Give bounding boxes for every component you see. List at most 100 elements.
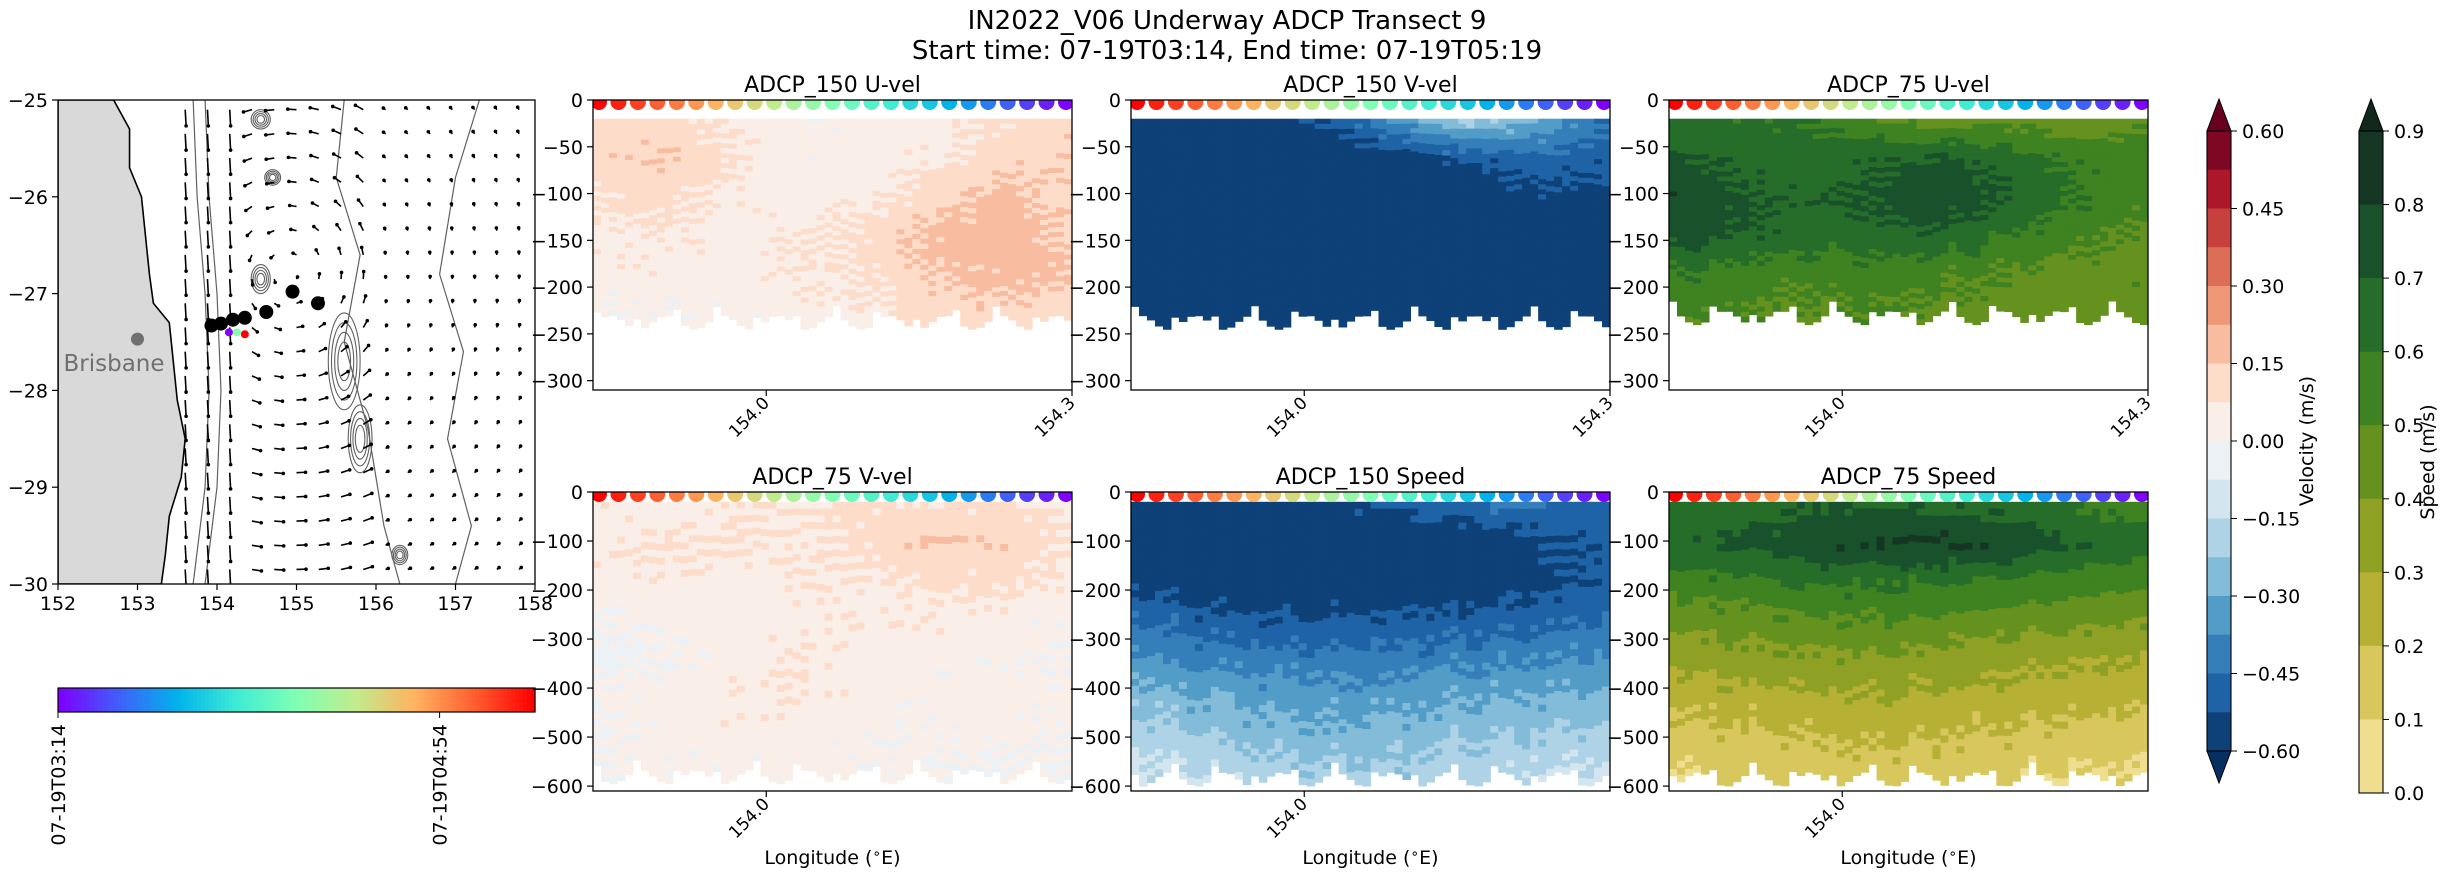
adcp150-uvel-cell	[968, 308, 977, 314]
adcp150-uvel-cell	[648, 149, 658, 155]
adcp150-vvel-cell	[1418, 217, 1427, 223]
adcp150-vvel-cell	[1410, 188, 1419, 195]
adcp150-vvel-cell	[1258, 259, 1268, 266]
adcp150-vvel-cell	[1410, 277, 1419, 284]
adcp150-uvel-cell	[744, 202, 754, 209]
adcp150-vvel-cell	[1458, 290, 1467, 297]
adcp150-uvel-cell	[608, 167, 618, 174]
map-current-arrow-head	[386, 493, 390, 498]
adcp150-vvel-cell	[1402, 174, 1412, 180]
adcp150-vvel-cell	[1250, 244, 1260, 251]
adcp150-vvel-cell	[1178, 174, 1188, 181]
adcp150-vvel-cell	[1194, 167, 1204, 174]
adcp150-uvel-cell	[912, 314, 921, 320]
adcp150-uvel-cell	[1016, 300, 1025, 306]
adcp150-uvel-cell	[728, 244, 738, 250]
adcp150-uvel-cell	[1032, 173, 1041, 179]
adcp150-uvel-cell	[593, 196, 602, 202]
map-current-arrow-head	[330, 104, 335, 109]
adcp150-uvel-cell	[880, 262, 889, 268]
adcp150-uvel-cell	[824, 118, 834, 125]
adcp150-uvel-cell	[1040, 219, 1049, 226]
adcp150-vvel-cell	[1402, 189, 1412, 196]
adcp150-vvel-cell	[1346, 133, 1356, 140]
adcp150-uvel-cell	[744, 313, 754, 320]
adcp150-vvel-cell	[1131, 128, 1140, 134]
adcp150-uvel-cell	[736, 191, 746, 197]
adcp150-vvel-cell	[1266, 305, 1276, 312]
adcp150-vvel-cell	[1330, 138, 1340, 145]
adcp150-uvel-cell	[1064, 244, 1072, 251]
adcp150-vvel-cell	[1434, 134, 1443, 141]
adcp150-uvel-cell	[744, 308, 754, 314]
map-current-arrow-head	[184, 196, 188, 201]
adcp150-uvel-cell	[752, 173, 762, 179]
map-current-arrow	[206, 448, 210, 465]
map-current-arrow-head	[258, 401, 262, 405]
adcp150-uvel-cell	[920, 222, 929, 229]
adcp150-uvel-cell	[1040, 235, 1049, 241]
adcp150-vvel-cell	[1378, 264, 1388, 270]
adcp150-uvel-cell	[760, 149, 770, 155]
adcp150-uvel-cell	[992, 146, 1001, 153]
map-current-arrow-head	[302, 373, 307, 377]
adcp150-vvel-cell	[1466, 261, 1475, 268]
adcp150-uvel-cell	[1032, 222, 1041, 229]
adcp150-uvel-cell	[888, 187, 897, 194]
map-current-arrow-head	[309, 153, 313, 158]
adcp150-vvel-cell	[1434, 144, 1443, 151]
adcp150-vvel-cell	[1234, 128, 1244, 135]
adcp150-vvel-cell	[1298, 207, 1308, 214]
adcp150-vvel-cell	[1266, 217, 1276, 224]
adcp150-vvel-cell	[1418, 256, 1427, 263]
adcp150-uvel-cell	[704, 184, 714, 191]
adcp150-vvel-cell	[1210, 197, 1220, 204]
adcp150-uvel-cell	[688, 271, 698, 278]
map-current-arrow-head	[184, 511, 188, 515]
adcp150-uvel-cell	[800, 244, 810, 251]
adcp150-vvel-cell	[1194, 118, 1204, 125]
adcp150-uvel-cell	[696, 306, 706, 313]
adcp150-vvel-cell	[1234, 225, 1244, 231]
adcp150-uvel-cell	[656, 163, 666, 169]
adcp150-uvel-cell	[952, 190, 961, 196]
adcp150-vvel-cell	[1202, 314, 1212, 321]
adcp150-uvel-cell	[816, 276, 826, 282]
adcp150-uvel-cell	[992, 128, 1001, 134]
adcp150-vvel-cell	[1306, 261, 1316, 268]
adcp150-vvel-cell	[1450, 133, 1459, 140]
adcp150-uvel-cell	[888, 310, 897, 317]
adcp150-uvel-cell	[640, 233, 650, 240]
adcp150-uvel-cell	[720, 295, 730, 302]
map-current-arrow-head	[495, 322, 500, 327]
adcp150-uvel-cell	[872, 176, 881, 183]
adcp150-vvel-cell	[1394, 196, 1404, 203]
adcp150-vvel-cell	[1194, 286, 1204, 292]
map-current-arrow-head	[404, 178, 409, 182]
adcp150-uvel-cell	[696, 197, 706, 203]
map-current-arrow-head	[426, 105, 430, 110]
adcp150-uvel-cell	[912, 299, 921, 305]
adcp150-vvel-cell	[1362, 138, 1372, 144]
adcp150-uvel-cell	[848, 180, 858, 187]
adcp150-uvel-track-dot	[593, 100, 607, 110]
adcp150-uvel-ytick-label: −250	[531, 324, 583, 346]
adcp150-uvel-cell	[1048, 247, 1057, 253]
adcp150-vvel-cell	[1338, 295, 1348, 302]
adcp150-vvel-cell	[1162, 302, 1172, 309]
adcp150-uvel-cell	[992, 235, 1001, 242]
adcp150-uvel-cell	[816, 204, 826, 211]
adcp150-uvel-cell	[840, 264, 850, 271]
adcp150-uvel-cell	[800, 308, 810, 314]
adcp150-uvel-cell	[1008, 284, 1017, 291]
time-colorbar-step	[169, 688, 174, 712]
adcp150-uvel-cell	[888, 197, 897, 203]
adcp150-vvel-cell	[1186, 153, 1196, 159]
adcp150-uvel-cell	[944, 207, 953, 213]
adcp150-vvel-cell	[1362, 182, 1372, 189]
adcp150-uvel-cell	[712, 236, 722, 242]
adcp150-vvel-cell	[1346, 245, 1356, 251]
adcp150-vvel-cell	[1402, 275, 1412, 282]
adcp150-uvel-ytick-label: −50	[543, 137, 583, 159]
adcp150-uvel-cell	[800, 297, 810, 304]
